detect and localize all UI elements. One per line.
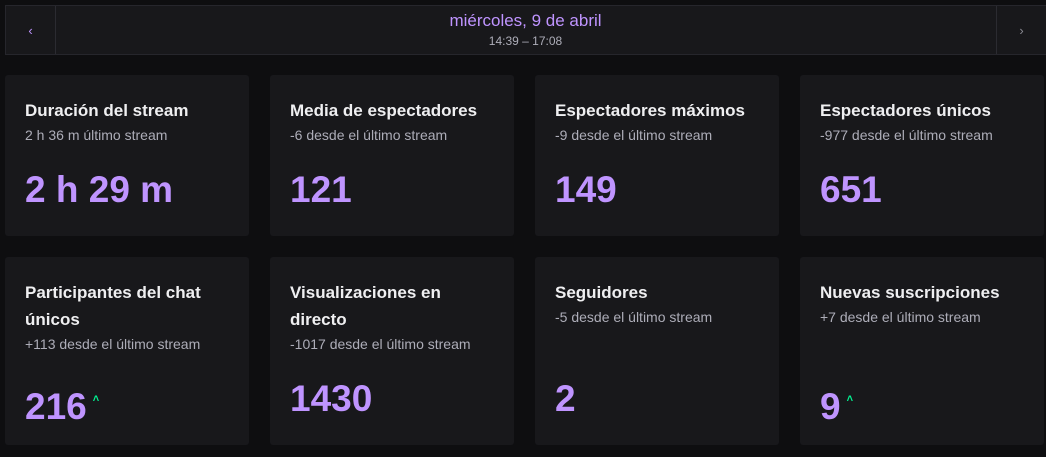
stat-card-followers: Seguidores -5 desde el último stream 2: [535, 257, 779, 445]
stat-comparison: -6 desde el último stream: [290, 127, 448, 143]
stream-date-block: miércoles, 9 de abril 14:39 – 17:08: [56, 6, 995, 54]
stat-title: Espectadores únicos: [820, 101, 992, 120]
stat-title: Media de espectadores: [290, 101, 478, 120]
stat-value: 2 h 29 m: [25, 170, 173, 210]
stat-value-text: 9: [820, 386, 841, 427]
stream-date-header: ‹ miércoles, 9 de abril 14:39 – 17:08 ›: [5, 5, 1046, 55]
stream-date: miércoles, 9 de abril: [449, 11, 602, 30]
trend-up-icon: ˄: [846, 393, 854, 405]
stat-value: 149: [555, 170, 617, 210]
stat-comparison: -9 desde el último stream: [555, 127, 713, 143]
stat-card-max-viewers: Espectadores máximos -9 desde el último …: [535, 75, 779, 236]
trend-up-icon: ˄: [92, 393, 100, 405]
stat-value-text: 651: [820, 169, 882, 210]
stat-title: Duración del stream: [25, 101, 189, 120]
stat-value-text: 149: [555, 169, 617, 210]
stat-value-text: 2: [555, 378, 576, 419]
stat-comparison: -1017 desde el último stream: [290, 336, 471, 352]
stat-comparison: +113 desde el último stream: [25, 336, 201, 352]
stat-comparison: -977 desde el último stream: [820, 127, 993, 143]
stat-card-stream-duration: Duración del stream 2 h 36 m último stre…: [5, 75, 249, 236]
stat-card-new-subscriptions: Nuevas suscripciones +7 desde el último …: [800, 257, 1044, 445]
stat-comparison: 2 h 36 m último stream: [25, 127, 168, 143]
chevron-left-icon: ‹: [28, 22, 33, 38]
stat-title: Visualizaciones en directo: [290, 283, 441, 329]
stream-time-range: 14:39 – 17:08: [488, 34, 563, 48]
stat-card-average-viewers: Media de espectadores -6 desde el último…: [270, 75, 514, 236]
stat-comparison: -5 desde el último stream: [555, 309, 713, 325]
stat-value-text: 2 h 29 m: [25, 169, 174, 210]
stat-title: Espectadores máximos: [555, 101, 745, 120]
stat-value: 9 ˄: [820, 379, 853, 427]
stat-value: 651: [820, 170, 882, 210]
stat-value-text: 121: [290, 169, 352, 210]
stat-value: 2: [555, 379, 576, 419]
next-stream-button[interactable]: ›: [996, 6, 1046, 54]
stat-value-text: 1430: [290, 378, 373, 419]
stat-title: Seguidores: [555, 283, 648, 302]
chevron-right-icon: ›: [1019, 22, 1024, 38]
previous-stream-button[interactable]: ‹: [6, 6, 56, 54]
stat-comparison: +7 desde el último stream: [820, 309, 981, 325]
stat-value-text: 216: [25, 386, 87, 427]
stat-value: 1430: [290, 379, 372, 419]
stat-value: 216 ˄: [25, 379, 99, 427]
stat-card-unique-chatters: Participantes del chat únicos +113 desde…: [5, 257, 249, 445]
stat-card-live-views: Visualizaciones en directo -1017 desde e…: [270, 257, 514, 445]
stat-card-unique-viewers: Espectadores únicos -977 desde el último…: [800, 75, 1044, 236]
stat-title: Nuevas suscripciones: [820, 283, 1000, 302]
stat-value: 121: [290, 170, 352, 210]
stat-title: Participantes del chat únicos: [25, 283, 201, 329]
